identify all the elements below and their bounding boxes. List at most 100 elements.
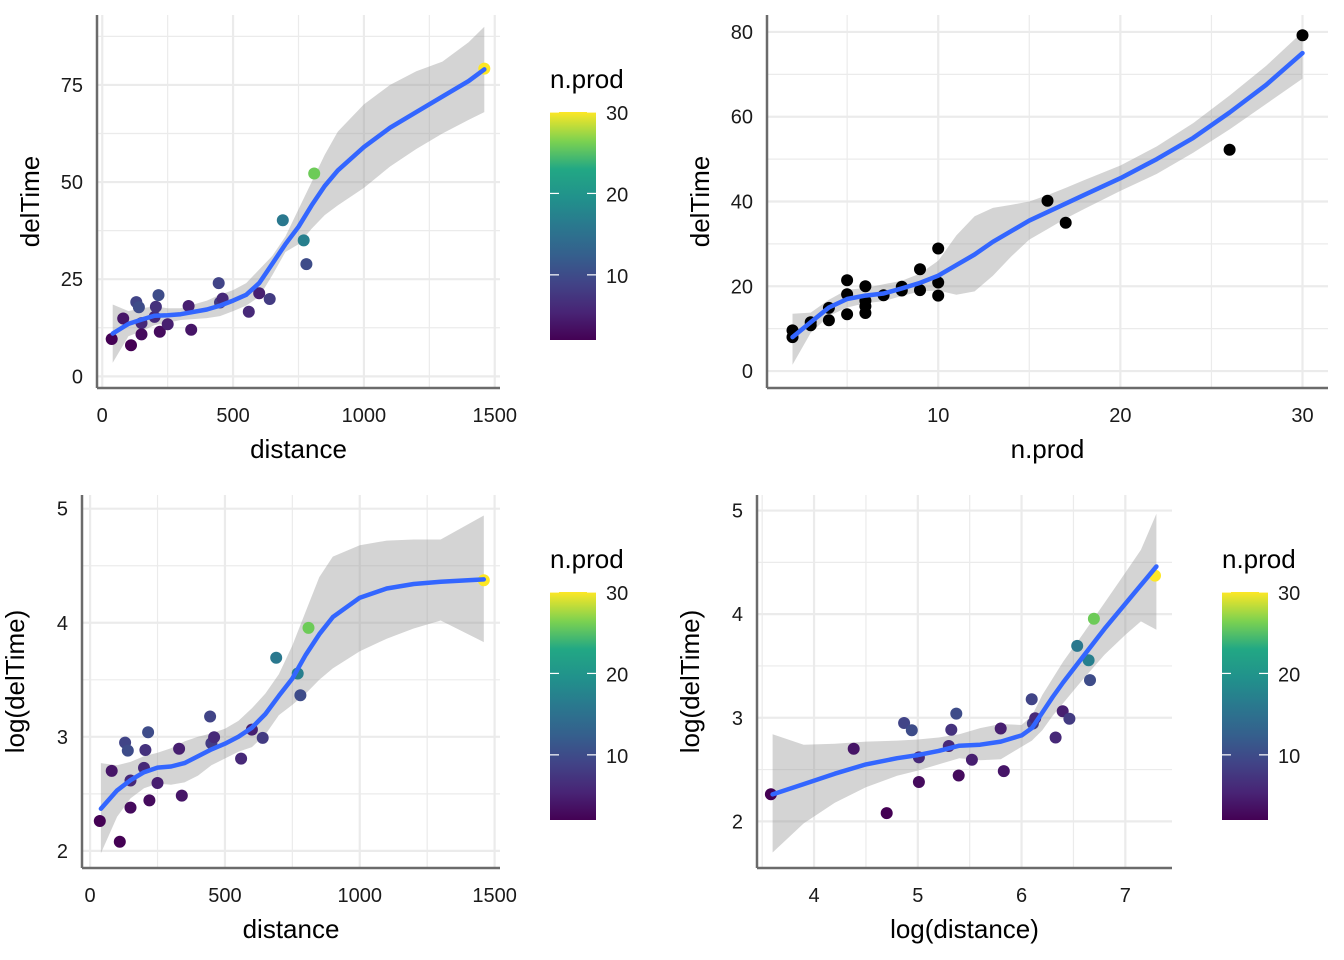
y-tick-label: 80: [731, 22, 753, 44]
y-axis-title: delTime: [685, 156, 715, 248]
data-point: [152, 289, 165, 302]
y-tick-label: 20: [731, 276, 753, 298]
x-tick-label: 1500: [473, 405, 518, 427]
data-point: [1223, 143, 1236, 156]
data-point: [253, 287, 266, 300]
y-tick-label: 0: [72, 366, 83, 388]
colorbar-tick-label: 10: [606, 266, 628, 288]
data-point: [1059, 216, 1072, 229]
data-point: [994, 722, 1007, 735]
data-point: [175, 789, 188, 802]
data-point: [276, 214, 289, 227]
colorbar-tick-label: 30: [606, 103, 628, 125]
x-tick-label: 1000: [338, 885, 383, 907]
data-point: [270, 651, 283, 664]
smooth-line: [98, 577, 487, 811]
grid: [82, 495, 500, 868]
smooth-line: [110, 67, 487, 336]
colorbar: [550, 592, 596, 820]
data-point: [997, 765, 1010, 778]
data-point: [242, 305, 255, 318]
data-point: [93, 815, 106, 827]
grid: [97, 15, 500, 388]
data-point: [1071, 639, 1084, 652]
y-tick-label: 4: [57, 613, 68, 635]
data-point: [151, 777, 164, 789]
x-tick-label: 4: [809, 885, 820, 907]
data-point: [914, 284, 926, 297]
data-point: [898, 717, 911, 729]
data-point: [880, 807, 893, 820]
data-point: [149, 300, 162, 313]
data-point: [302, 621, 315, 634]
data-point: [161, 318, 174, 331]
x-tick-label: 1000: [342, 405, 387, 427]
data-point: [212, 277, 225, 290]
data-point: [173, 742, 186, 755]
x-axis-title: n.prod: [1011, 434, 1085, 464]
data-point: [841, 308, 854, 321]
data-point: [235, 752, 248, 765]
data-point: [965, 753, 978, 766]
data-point: [294, 689, 307, 702]
smooth-line: [770, 564, 1159, 797]
color-legend: n.prod 10 20 30: [1222, 544, 1300, 820]
colorbar-tick-label: 30: [606, 583, 628, 605]
panel-distance-vs-deltime: 0 500 1000 1500 0 25 50 75 distance delTime n.prod…: [15, 15, 628, 464]
x-tick-label: 0: [85, 885, 96, 907]
data-point: [905, 724, 918, 737]
y-tick-label: 5: [732, 501, 743, 523]
y-tick-label: 40: [731, 192, 753, 214]
data-point: [1041, 194, 1054, 207]
data-point: [300, 258, 313, 271]
x-axis-title: log(distance): [890, 914, 1039, 944]
color-legend: n.prod 10 20 30: [550, 544, 628, 820]
colorbar-tick-label: 10: [1278, 746, 1300, 768]
y-axis-title: delTime: [15, 156, 45, 248]
colorbar-tick-label: 20: [606, 664, 628, 686]
x-tick-label: 20: [1109, 405, 1131, 427]
y-tick-label: 3: [57, 727, 68, 749]
y-tick-label: 60: [731, 107, 753, 129]
data-point: [153, 325, 166, 338]
color-legend: n.prod 10 20 30: [550, 64, 628, 340]
data-point: [1087, 612, 1100, 625]
data-point: [1063, 712, 1076, 725]
y-tick-label: 3: [732, 708, 743, 730]
data-point: [132, 301, 145, 314]
x-tick-label: 30: [1291, 405, 1313, 427]
x-axis-title: distance: [250, 434, 347, 464]
colorbar-tick-label: 20: [1278, 664, 1300, 686]
confidence-band: [100, 515, 484, 854]
y-tick-label: 25: [61, 269, 83, 291]
data-point: [847, 742, 860, 755]
data-point: [914, 263, 926, 276]
data-point: [143, 794, 156, 807]
data-point: [1025, 693, 1038, 706]
data-point: [932, 242, 945, 255]
data-point: [185, 323, 198, 336]
colorbar-tick-label: 20: [606, 184, 628, 206]
y-axis-title: log(delTime): [0, 610, 30, 754]
x-axis-title: distance: [243, 914, 340, 944]
data-point: [912, 776, 925, 788]
x-tick-label: 1500: [472, 885, 517, 907]
y-tick-label: 4: [732, 604, 743, 626]
x-tick-label: 7: [1120, 885, 1131, 907]
y-tick-label: 50: [61, 172, 83, 194]
data-point: [1049, 731, 1062, 744]
colorbar: [1222, 592, 1268, 820]
data-point: [113, 835, 126, 848]
data-point: [841, 274, 854, 287]
data-point: [945, 723, 958, 736]
data-point: [1082, 654, 1095, 667]
y-tick-label: 2: [732, 811, 743, 833]
data-point: [204, 710, 217, 723]
x-tick-label: 10: [927, 405, 949, 427]
data-point: [256, 731, 269, 744]
data-point: [125, 339, 137, 352]
x-tick-label: 6: [1016, 885, 1027, 907]
x-tick-label: 500: [208, 885, 241, 907]
x-tick-label: 5: [912, 885, 923, 907]
